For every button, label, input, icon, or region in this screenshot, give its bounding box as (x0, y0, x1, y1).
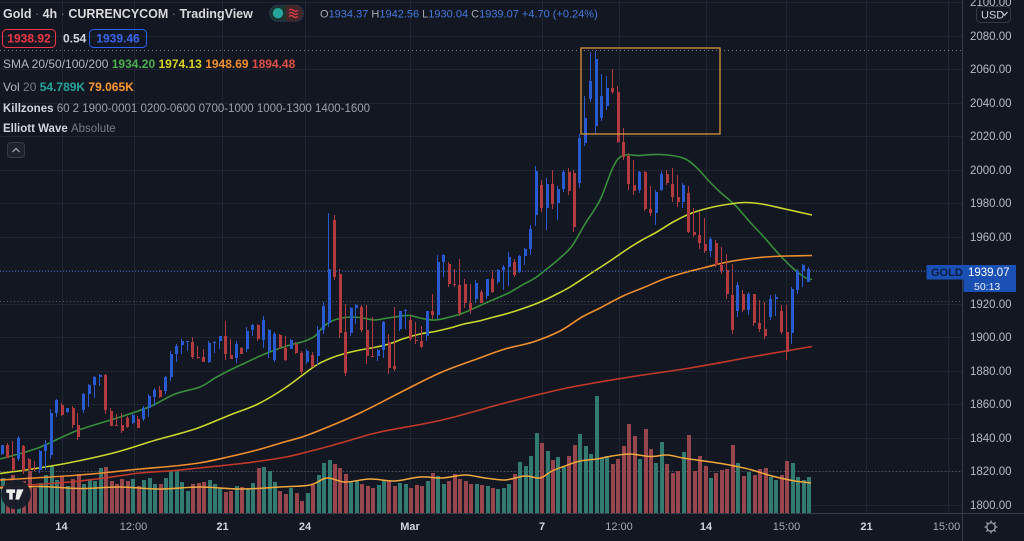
svg-text:12:00: 12:00 (120, 521, 148, 533)
svg-text:2020.00: 2020.00 (970, 131, 1012, 143)
svg-text:SMA 20/50/100/200 1934.20 197: SMA 20/50/100/200 1934.20 1974.13 1948.6… (3, 57, 296, 71)
svg-text:15:00: 15:00 (933, 521, 961, 533)
svg-text:Elliott Wave Absolute: Elliott Wave Absolute (3, 123, 116, 135)
svg-text:24: 24 (299, 521, 312, 533)
svg-text:Vol 20 54.789K 79.065K: Vol 20 54.789K 79.065K (3, 80, 134, 94)
svg-text:1880.00: 1880.00 (970, 366, 1012, 378)
svg-text:Killzones 60 2 1900-0001 0200-: Killzones 60 2 1900-0001 0200-0600 0700-… (3, 103, 370, 115)
svg-text:1938.92: 1938.92 (7, 32, 51, 46)
svg-text:2060.00: 2060.00 (970, 64, 1012, 76)
svg-text:7: 7 (539, 521, 545, 533)
svg-text:1800.00: 1800.00 (970, 500, 1012, 512)
svg-text:1860.00: 1860.00 (970, 399, 1012, 411)
svg-text:1840.00: 1840.00 (970, 433, 1012, 445)
svg-text:21: 21 (216, 521, 228, 533)
svg-text:1980.00: 1980.00 (970, 198, 1012, 210)
svg-text:1920.00: 1920.00 (970, 299, 1012, 311)
svg-text:50:13: 50:13 (974, 281, 1000, 293)
svg-text:GOLD: GOLD (931, 267, 963, 279)
svg-text:1939.07: 1939.07 (968, 267, 1010, 279)
svg-text:USD: USD (981, 10, 1004, 22)
svg-text:1900.00: 1900.00 (970, 332, 1012, 344)
svg-text:0.54: 0.54 (63, 32, 87, 46)
svg-text:21: 21 (860, 521, 872, 533)
svg-text:2040.00: 2040.00 (970, 98, 1012, 110)
svg-text:14: 14 (55, 521, 68, 533)
svg-text:Gold · 4h · CURRENCYCOM · Trad: Gold · 4h · CURRENCYCOM · TradingView (3, 7, 253, 21)
svg-text:12:00: 12:00 (605, 521, 633, 533)
svg-text:1939.46: 1939.46 (96, 32, 140, 46)
svg-text:1960.00: 1960.00 (970, 232, 1012, 244)
svg-text:O1934.37 H1942.56 L1930.04 C1: O1934.37 H1942.56 L1930.04 C1939.07 +4.7… (320, 9, 598, 21)
svg-text:14: 14 (700, 521, 713, 533)
svg-text:1820.00: 1820.00 (970, 466, 1012, 478)
svg-text:15:00: 15:00 (773, 521, 801, 533)
svg-text:Mar: Mar (400, 521, 420, 533)
svg-text:2080.00: 2080.00 (970, 31, 1012, 43)
svg-text:2100.00: 2100.00 (970, 0, 1012, 9)
svg-text:2000.00: 2000.00 (970, 165, 1012, 177)
